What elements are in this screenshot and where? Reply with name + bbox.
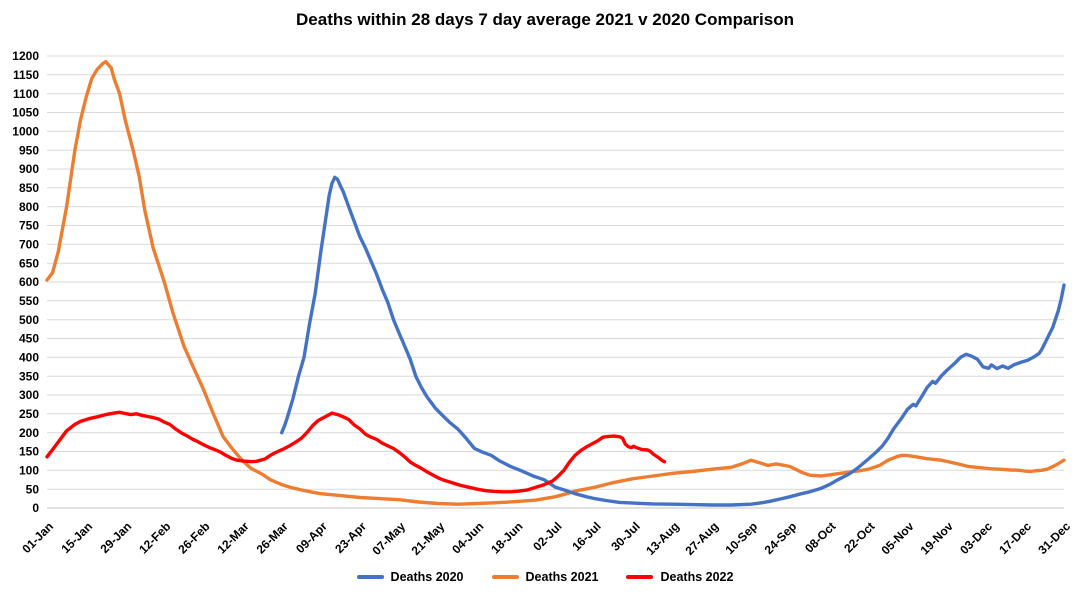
svg-text:07-May: 07-May bbox=[369, 519, 408, 558]
svg-text:21-May: 21-May bbox=[409, 519, 448, 558]
svg-text:17-Dec: 17-Dec bbox=[996, 519, 1034, 557]
svg-text:1000: 1000 bbox=[12, 125, 39, 139]
svg-text:23-Apr: 23-Apr bbox=[332, 519, 369, 556]
svg-text:18-Jun: 18-Jun bbox=[488, 519, 525, 556]
svg-text:1050: 1050 bbox=[12, 106, 39, 120]
legend-item-deaths-2020: Deaths 2020 bbox=[356, 570, 464, 584]
legend-label-deaths-2022: Deaths 2022 bbox=[660, 570, 734, 584]
svg-text:31-Dec: 31-Dec bbox=[1035, 519, 1073, 557]
svg-text:650: 650 bbox=[19, 256, 39, 270]
x-axis-labels: 01-Jan 15-Jan 29-Jan 12-Feb 26-Feb 12-Mar 26-M… bbox=[19, 519, 1073, 558]
series-deaths-2022 bbox=[45, 410, 667, 494]
gridlines bbox=[47, 55, 1064, 509]
svg-text:12-Feb: 12-Feb bbox=[136, 519, 173, 556]
legend-swatch-deaths-2021-icon bbox=[491, 575, 519, 579]
svg-text:02-Jul: 02-Jul bbox=[530, 519, 564, 553]
svg-text:19-Nov: 19-Nov bbox=[918, 519, 956, 557]
svg-text:150: 150 bbox=[19, 445, 39, 459]
svg-text:350: 350 bbox=[19, 369, 39, 383]
svg-text:04-Jun: 04-Jun bbox=[449, 519, 486, 556]
svg-text:750: 750 bbox=[19, 219, 39, 233]
svg-text:26-Mar: 26-Mar bbox=[254, 519, 291, 556]
svg-text:500: 500 bbox=[19, 313, 39, 327]
svg-text:03-Dec: 03-Dec bbox=[957, 519, 995, 557]
y-axis-labels: 0 50 100 150 200 250 300 350 400 450 500 550 600 650 7… bbox=[12, 49, 39, 515]
svg-text:900: 900 bbox=[19, 162, 39, 176]
legend-item-deaths-2021: Deaths 2021 bbox=[491, 570, 599, 584]
svg-text:09-Apr: 09-Apr bbox=[293, 519, 330, 556]
legend-label-deaths-2020: Deaths 2020 bbox=[390, 570, 464, 584]
legend-item-deaths-2022: Deaths 2022 bbox=[626, 570, 733, 584]
svg-text:50: 50 bbox=[26, 482, 40, 496]
svg-text:22-Oct: 22-Oct bbox=[841, 519, 877, 555]
series-deaths-2021 bbox=[45, 59, 1066, 506]
svg-text:30-Jul: 30-Jul bbox=[608, 519, 642, 553]
svg-text:01-Jan: 01-Jan bbox=[19, 519, 56, 556]
svg-text:600: 600 bbox=[19, 275, 39, 289]
svg-text:12-Mar: 12-Mar bbox=[214, 519, 251, 556]
legend-swatch-deaths-2022-icon bbox=[626, 575, 654, 579]
svg-text:400: 400 bbox=[19, 351, 39, 365]
svg-text:08-Oct: 08-Oct bbox=[802, 519, 838, 555]
svg-text:550: 550 bbox=[19, 294, 39, 308]
svg-text:10-Sep: 10-Sep bbox=[722, 519, 760, 557]
svg-text:0: 0 bbox=[32, 501, 39, 515]
svg-text:05-Nov: 05-Nov bbox=[878, 519, 916, 557]
chart-legend: Deaths 2020 Deaths 2021 Deaths 2022 bbox=[0, 570, 1090, 584]
svg-text:950: 950 bbox=[19, 143, 39, 157]
svg-text:26-Feb: 26-Feb bbox=[175, 519, 212, 556]
svg-text:450: 450 bbox=[19, 332, 39, 346]
svg-text:1150: 1150 bbox=[13, 68, 39, 82]
svg-text:300: 300 bbox=[19, 388, 39, 402]
svg-text:250: 250 bbox=[19, 407, 39, 421]
svg-text:24-Sep: 24-Sep bbox=[762, 519, 800, 557]
legend-label-deaths-2021: Deaths 2021 bbox=[525, 570, 599, 584]
svg-text:29-Jan: 29-Jan bbox=[98, 519, 135, 556]
svg-text:1200: 1200 bbox=[12, 49, 39, 63]
svg-text:16-Jul: 16-Jul bbox=[569, 519, 603, 553]
chart-title: Deaths within 28 days 7 day average 2021… bbox=[296, 10, 794, 29]
svg-text:200: 200 bbox=[19, 426, 39, 440]
svg-text:700: 700 bbox=[19, 238, 39, 252]
svg-text:15-Jan: 15-Jan bbox=[58, 519, 95, 556]
series-deaths-2020 bbox=[280, 175, 1066, 507]
svg-text:27-Aug: 27-Aug bbox=[682, 519, 721, 558]
svg-text:13-Aug: 13-Aug bbox=[643, 519, 682, 558]
svg-text:100: 100 bbox=[19, 464, 39, 478]
svg-text:850: 850 bbox=[19, 181, 39, 195]
legend-swatch-deaths-2020-icon bbox=[356, 575, 384, 579]
svg-text:800: 800 bbox=[19, 200, 39, 214]
svg-text:1100: 1100 bbox=[13, 87, 39, 101]
